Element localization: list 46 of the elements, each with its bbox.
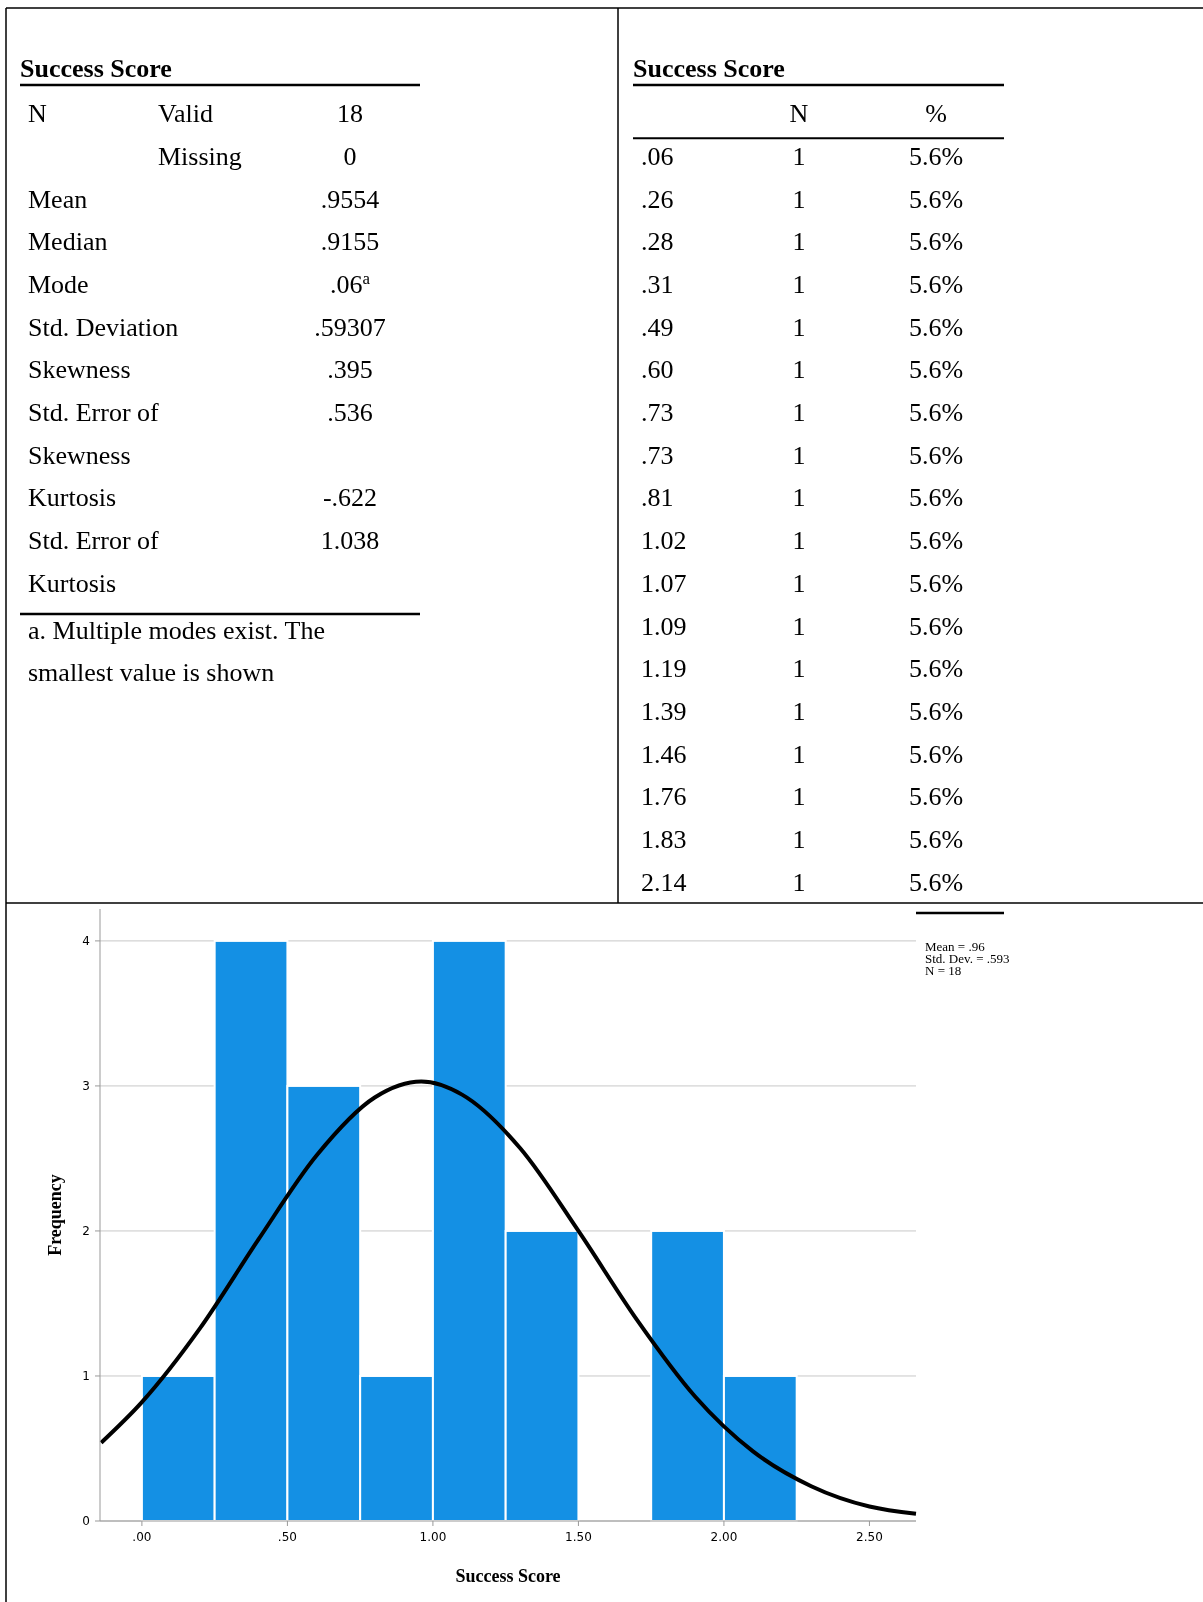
text: a. Multiple modes exist. The smallest value is shown (28, 615, 326, 688)
y-tick-label: 2 (82, 1224, 90, 1239)
x-tick-label: 2.50 (856, 1530, 883, 1545)
text: N Valid 18 (28, 99, 363, 129)
x-tick-label: 1.00 (419, 1530, 447, 1545)
text: .73 1 5.6% (641, 398, 964, 427)
text: .31 1 5.6% (641, 269, 964, 299)
text: .26 1 5.6% (641, 184, 964, 214)
text: 1.07 1 5.6% (641, 568, 964, 598)
text: Std. Deviation .59307 (28, 312, 386, 342)
text: .28 1 5.6% (641, 227, 964, 257)
x-tick-label: 2.00 (710, 1530, 738, 1545)
text: Missing 0 (158, 141, 357, 171)
x-axis-title: Success Score (455, 1566, 561, 1587)
text: 1.83 1 5.6% (641, 825, 964, 854)
text: Std. Error of Skewness .536 (28, 398, 373, 470)
text: 1.46 1 5.6% (641, 739, 964, 769)
text: Mean .9554 (28, 184, 380, 214)
text: 1.39 1 5.6% (641, 696, 964, 726)
text: 1.76 1 5.6% (641, 782, 964, 812)
x-tick-label: .00 (132, 1530, 152, 1545)
text: Mode .06$^{a}$ (28, 268, 370, 299)
text: 1.19 1 5.6% (641, 654, 964, 684)
text: Skewness .395 (28, 355, 373, 385)
text: Success Score (633, 54, 785, 84)
y-tick-label: 3 (82, 1079, 90, 1094)
y-axis-title: Frequency (45, 1174, 66, 1256)
y-tick-label: 0 (82, 1514, 90, 1529)
text: 2.14 1 5.6% (641, 867, 964, 897)
x-tick-label: .50 (277, 1530, 297, 1545)
text: Median .9155 (28, 227, 380, 257)
text: 1.09 1 5.6% (641, 611, 964, 641)
text: .49 1 5.6% (641, 312, 964, 342)
line-series (99, 1079, 918, 1516)
text: 1.02 1 5.6% (641, 526, 964, 556)
text: .73 1 5.6% (641, 440, 964, 470)
y-tick-label: 1 (82, 1369, 90, 1384)
text: Std. Error of Kurtosis 1.038 (28, 526, 380, 598)
text: .81 1 5.6% (641, 483, 964, 513)
x-tick-label: 1.50 (565, 1530, 592, 1545)
text: .06 1 5.6% (641, 141, 964, 171)
text: Kurtosis -.622 (28, 483, 378, 513)
y-tick-label: 4 (82, 934, 90, 949)
text: N % (789, 99, 947, 129)
text: Success Score (20, 54, 172, 84)
text: .60 1 5.6% (641, 355, 964, 385)
